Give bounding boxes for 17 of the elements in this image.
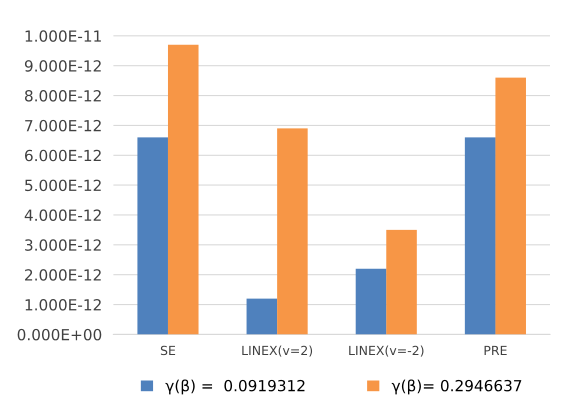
legend-label: γ(β) = 0.0919312 [166, 380, 304, 394]
y-tick-label: 2.000E-12 [25, 269, 101, 281]
y-tick-label: 9.000E-12 [24, 60, 101, 72]
y-tick-label: 1.000E-11 [26, 30, 101, 42]
x-tick-label: SE [160, 346, 176, 356]
y-tick-label: 1.000E-12 [26, 299, 101, 311]
x-tick-label: LINEX(v=-2) [349, 346, 424, 357]
y-tick-label: 6.000E-12 [25, 150, 101, 162]
y-tick-label: 8.000E-12 [24, 90, 101, 102]
x-tick-label: PRE [484, 346, 507, 356]
legend-label: γ(β)= 0.2946637 [392, 380, 522, 394]
y-tick-label: 5.000E-12 [25, 180, 101, 192]
y-tick-label: 4.000E-12 [24, 209, 101, 221]
y-tick-label: 7.000E-12 [25, 120, 101, 132]
y-tick-label: 3.000E-12 [25, 239, 101, 251]
y-tick-label: 0.000E+00 [18, 328, 102, 340]
x-tick-label: LINEX(v=2) [242, 346, 312, 357]
